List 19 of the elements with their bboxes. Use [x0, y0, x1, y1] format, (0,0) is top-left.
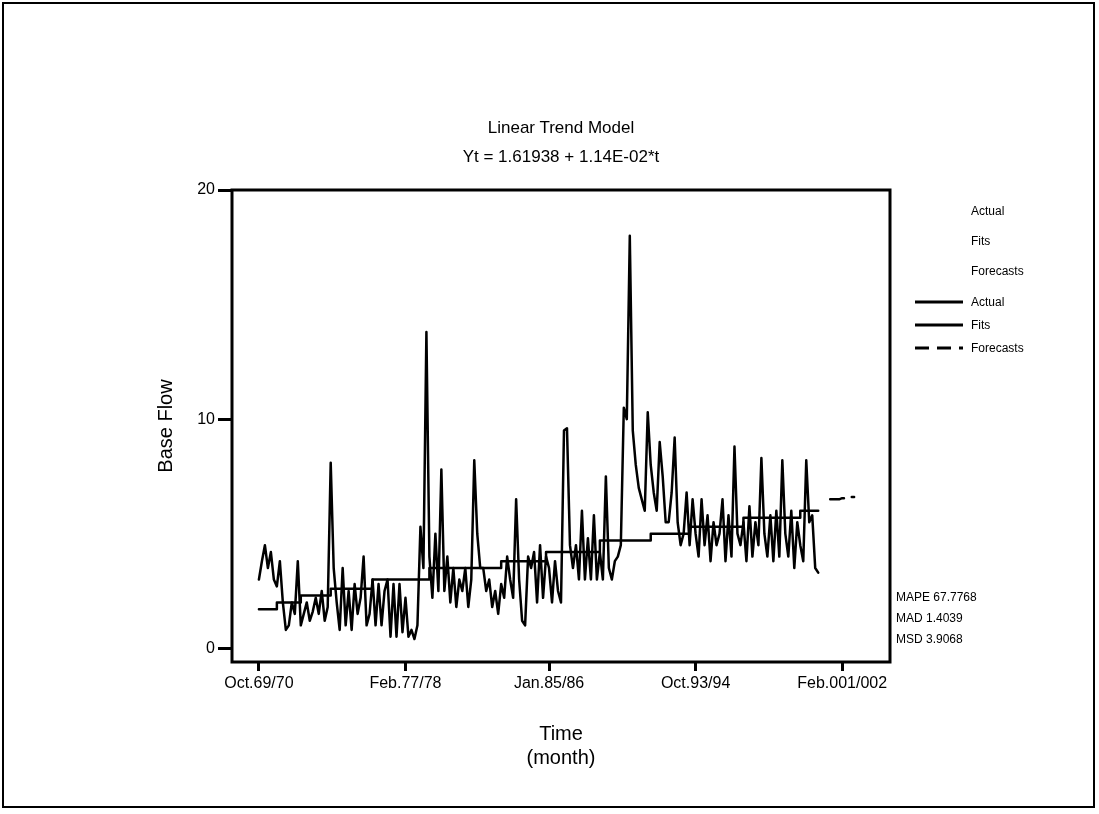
text: MSD 3.9068 — [896, 632, 964, 648]
legend-label: Actual — [971, 294, 1005, 309]
x-axis-title: Time (month) — [526, 721, 596, 768]
x-tick-label: Jan.85/86 — [513, 674, 585, 692]
x-tick-label: Feb.77/78 — [369, 674, 442, 692]
text: MAD 1.4039 — [896, 611, 964, 627]
text: Actual Fits Forecasts — [971, 204, 1024, 278]
x-tick-label: Oct.69/70 — [224, 674, 294, 692]
x-tick-label: Oct.93/94 — [660, 674, 731, 692]
y-axis-title: Base Flow — [153, 378, 176, 473]
legend-label: Fits — [971, 317, 991, 332]
y-tick-label: 20 — [197, 180, 216, 198]
x-tick-label: Feb.001/002 — [797, 674, 888, 692]
chart-subtitle: Yt = 1.61938 + 1.14E-02*t — [461, 147, 661, 167]
legend-label: Forecasts — [971, 340, 1024, 355]
text: MAPE 67.7768 — [896, 590, 978, 606]
chart-title: Linear Trend Model — [486, 118, 636, 138]
y-tick-label: 10 — [197, 409, 216, 427]
y-tick-label: 0 — [206, 638, 216, 656]
